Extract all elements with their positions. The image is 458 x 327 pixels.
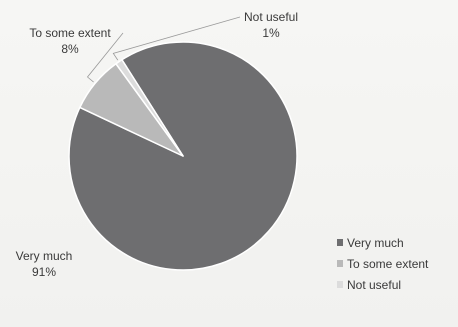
leader-line-to-some-extent bbox=[86, 32, 124, 83]
slice-label-to-some-extent: To some extent bbox=[29, 26, 111, 40]
slice-label-very-much: Very much bbox=[16, 249, 73, 263]
legend-label-to-some-extent: To some extent bbox=[347, 257, 429, 271]
legend-swatch-to-some-extent bbox=[337, 260, 343, 267]
pie-slices bbox=[68, 41, 298, 271]
leader-line-not-useful bbox=[112, 16, 241, 61]
leader-lines bbox=[86, 16, 241, 83]
legend-label-not-useful: Not useful bbox=[347, 278, 401, 292]
slice-label-not-useful: Not useful bbox=[244, 10, 298, 24]
legend-swatch-not-useful bbox=[337, 281, 343, 288]
legend: Very much To some extent Not useful bbox=[337, 236, 429, 292]
pie-slice-not-useful bbox=[115, 59, 184, 157]
legend-swatch-very-much bbox=[337, 239, 343, 246]
slice-value-very-much: 91% bbox=[32, 265, 56, 279]
legend-label-very-much: Very much bbox=[347, 236, 404, 250]
slice-labels: Very much 91% To some extent 8% Not useful 1% bbox=[16, 10, 298, 279]
slice-value-not-useful: 1% bbox=[262, 26, 280, 40]
slice-value-to-some-extent: 8% bbox=[61, 42, 79, 56]
